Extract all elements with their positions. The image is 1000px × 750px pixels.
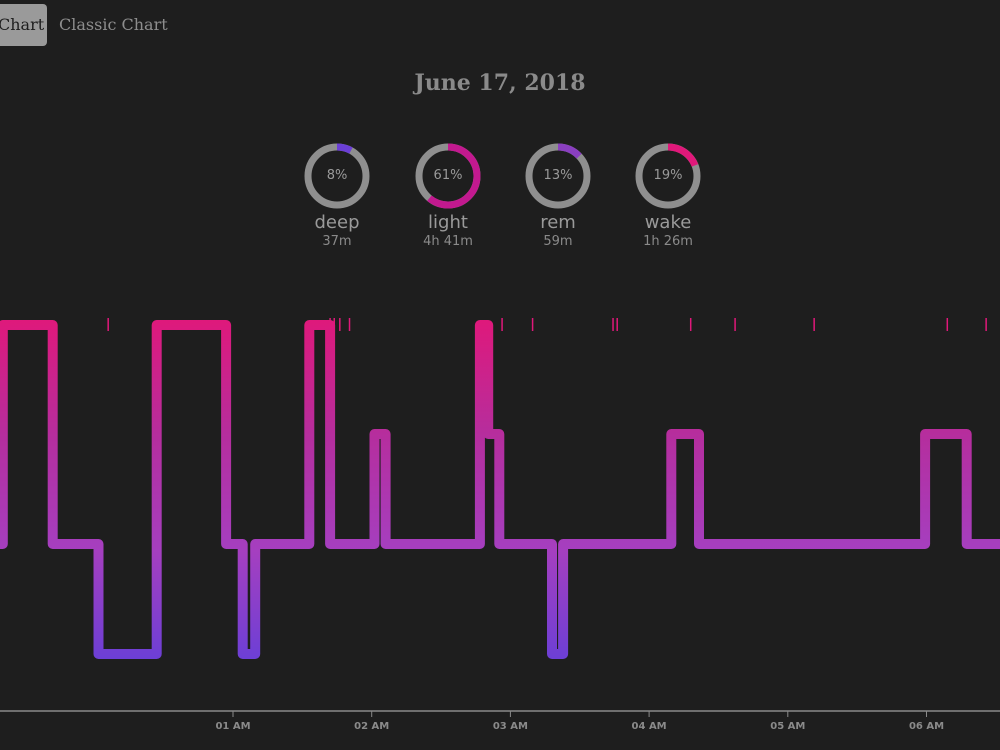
wake-label: wake (644, 212, 692, 233)
deep-ring-value (304, 143, 370, 209)
deep-donut-ring (304, 143, 370, 209)
deep-percent: 8% (326, 168, 348, 183)
x-tick-label: 03 AM (493, 721, 528, 732)
stat-wake: 19% wake 1h 26m (618, 142, 718, 249)
light-ring-value (415, 143, 481, 209)
deep-label: deep (314, 212, 360, 233)
stat-deep: 8% deep 37m (287, 142, 387, 249)
wake-donut-ring (635, 143, 701, 209)
wake-duration: 1h 26m (643, 234, 693, 249)
wake-donut: 19% (634, 142, 702, 210)
light-donut: 61% (414, 142, 482, 210)
page-title: June 17, 2018 (414, 70, 586, 96)
wake-ring-value (635, 143, 701, 209)
wake-percent: 19% (653, 168, 683, 183)
light-percent: 61% (433, 168, 463, 183)
x-tick-label: 06 AM (909, 721, 944, 732)
rem-duration: 59m (543, 234, 573, 249)
x-tick-label: 01 AM (215, 721, 250, 732)
light-label: light (428, 212, 468, 233)
x-tick-label: 04 AM (632, 721, 667, 732)
x-tick-label: 05 AM (770, 721, 805, 732)
tab-classic-chart[interactable]: Classic Chart (59, 15, 168, 34)
x-tick-label: 02 AM (354, 721, 389, 732)
stat-light: 61% light 4h 41m (398, 142, 498, 249)
deep-duration: 37m (322, 234, 352, 249)
stat-rem: 13% rem 59m (508, 142, 608, 249)
deep-donut: 8% (303, 142, 371, 210)
light-duration: 4h 41m (423, 234, 473, 249)
rem-label: rem (540, 212, 576, 233)
rem-donut: 13% (524, 142, 592, 210)
stage-line-edge (0, 324, 1000, 655)
tab-chart[interactable]: Chart (0, 4, 47, 46)
light-donut-ring (415, 143, 481, 209)
rem-ring-value (525, 143, 591, 209)
rem-donut-ring (525, 143, 591, 209)
rem-percent: 13% (543, 168, 573, 183)
